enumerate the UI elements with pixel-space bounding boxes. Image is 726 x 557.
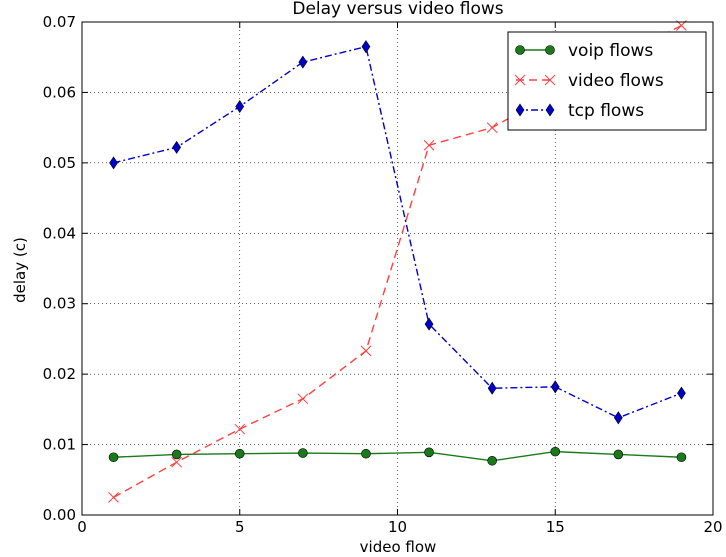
legend-label: video flows [568,71,664,91]
data-point [613,449,624,460]
data-point [423,139,435,151]
data-point [677,386,686,400]
y-tick-label: 0.06 [43,83,76,101]
data-point [171,449,182,460]
legend-marker [545,103,555,117]
y-tick-label: 0.02 [43,365,76,383]
data-point [234,448,245,459]
data-point [234,423,246,435]
x-axis-label: video flow [360,538,437,556]
data-point [550,446,561,457]
y-tick-label: 0.03 [43,295,76,313]
data-point [487,381,497,395]
data-point [172,140,182,154]
data-point [360,345,372,357]
axis-ticks: 0 5 10 15 20 0.00 0.01 0.02 0.03 0.04 0.05 0.06 0.07 [43,13,723,536]
legend: voip flows video flows tcp flows [507,31,707,131]
data-point [487,455,497,466]
legend-marker [545,45,555,55]
x-tick-label: 0 [77,518,87,536]
legend-label: tcp flows [568,101,644,121]
data-point [298,448,308,458]
data-point [297,393,309,405]
y-tick-label: 0.07 [43,13,76,31]
series-line [113,450,682,462]
legend-marker [514,74,526,86]
x-tick-label: 15 [546,518,565,536]
chart-title: Delay versus video flows [292,0,503,19]
data-point [676,452,687,463]
legend-entry: voip flows [515,41,653,61]
data-point [109,156,118,170]
y-tick-label: 0.05 [43,154,76,172]
x-tick-label: 20 [703,518,722,536]
x-tick-label: 5 [235,518,245,536]
data-point [298,55,308,69]
legend-marker [515,103,525,117]
data-point [361,40,371,54]
legend-marker [515,45,525,55]
legend-marker [544,74,556,86]
legend-entry: video flows [514,71,664,91]
data-point [108,452,119,463]
x-tick-label: 10 [388,518,407,536]
y-tick-label: 0.01 [43,436,76,454]
legend-label: voip flows [568,41,653,61]
data-point [424,317,434,331]
data-point [550,380,560,394]
y-tick-label: 0.00 [43,506,76,524]
data-point [171,456,183,468]
series-line [113,45,682,419]
legend-entry: tcp flows [515,101,644,121]
y-axis-label: delay (c) [11,237,29,303]
data-point [424,447,434,458]
series-0 [108,446,687,466]
data-point [486,122,498,133]
series-2 [109,40,686,425]
legend-box [507,31,707,131]
data-point [613,411,623,425]
data-point [108,492,119,503]
data-point [361,448,371,459]
data-point [235,99,245,114]
y-tick-label: 0.04 [43,224,76,242]
